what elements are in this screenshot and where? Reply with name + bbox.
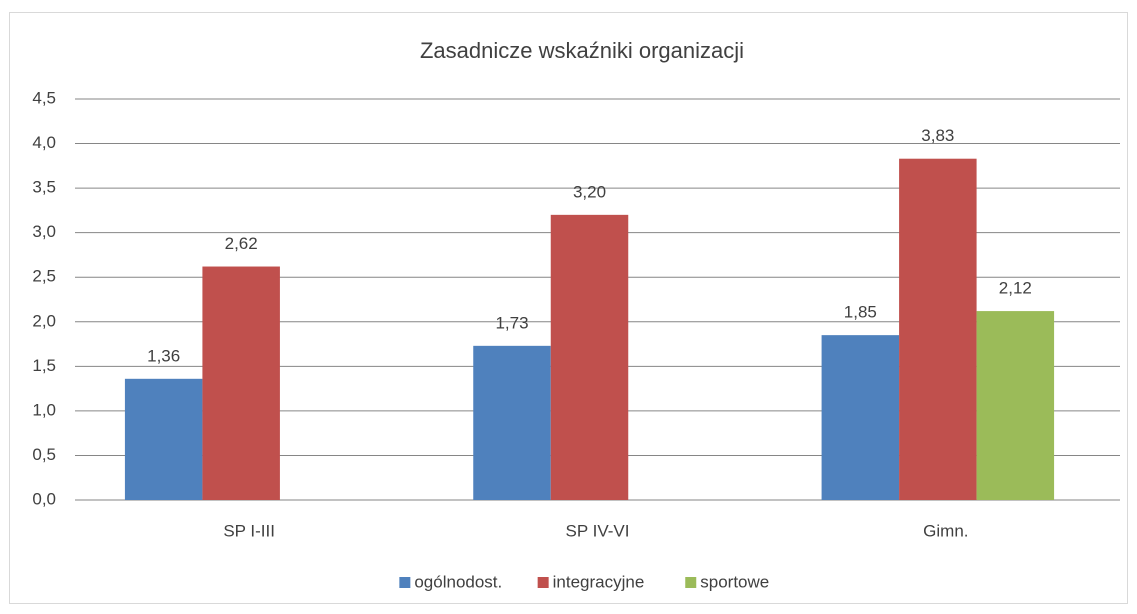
legend-swatch [537, 577, 549, 588]
data-label: 2,12 [999, 279, 1032, 298]
data-label: 2,62 [225, 234, 258, 253]
x-tick-label: Gimn. [923, 521, 968, 540]
y-tick-label: 1,0 [32, 400, 56, 419]
legend-swatch [399, 577, 411, 588]
y-tick-label: 2,0 [32, 311, 56, 330]
legend-label: sportowe [700, 572, 769, 591]
bar [473, 345, 551, 500]
legend-label: ogólnodost. [414, 572, 502, 591]
bar [899, 158, 977, 500]
x-tick-label: SP I-III [223, 521, 275, 540]
bar [976, 311, 1055, 500]
legend-label: integracyjne [553, 572, 645, 591]
legend-swatch [685, 577, 697, 588]
y-tick-label: 0,5 [32, 445, 56, 464]
data-label: 1,73 [495, 313, 528, 332]
y-tick-label: 0,0 [32, 489, 56, 508]
data-label: 3,20 [573, 182, 606, 201]
chart-title: Zasadnicze wskaźniki organizacji [420, 38, 744, 63]
y-tick-label: 2,5 [32, 267, 56, 286]
y-tick-label: 1,5 [32, 356, 56, 375]
x-tick-label: SP IV-VI [566, 521, 630, 540]
bar [821, 335, 900, 500]
y-tick-label: 4,0 [32, 133, 56, 152]
bar [124, 378, 203, 500]
data-label: 3,83 [921, 126, 954, 145]
y-tick-label: 3,0 [32, 222, 56, 241]
data-label: 1,36 [147, 346, 180, 365]
bar [202, 266, 280, 500]
data-label: 1,85 [844, 303, 877, 322]
bar [550, 214, 629, 500]
y-tick-label: 4,5 [32, 88, 56, 107]
y-tick-label: 3,5 [32, 178, 56, 197]
